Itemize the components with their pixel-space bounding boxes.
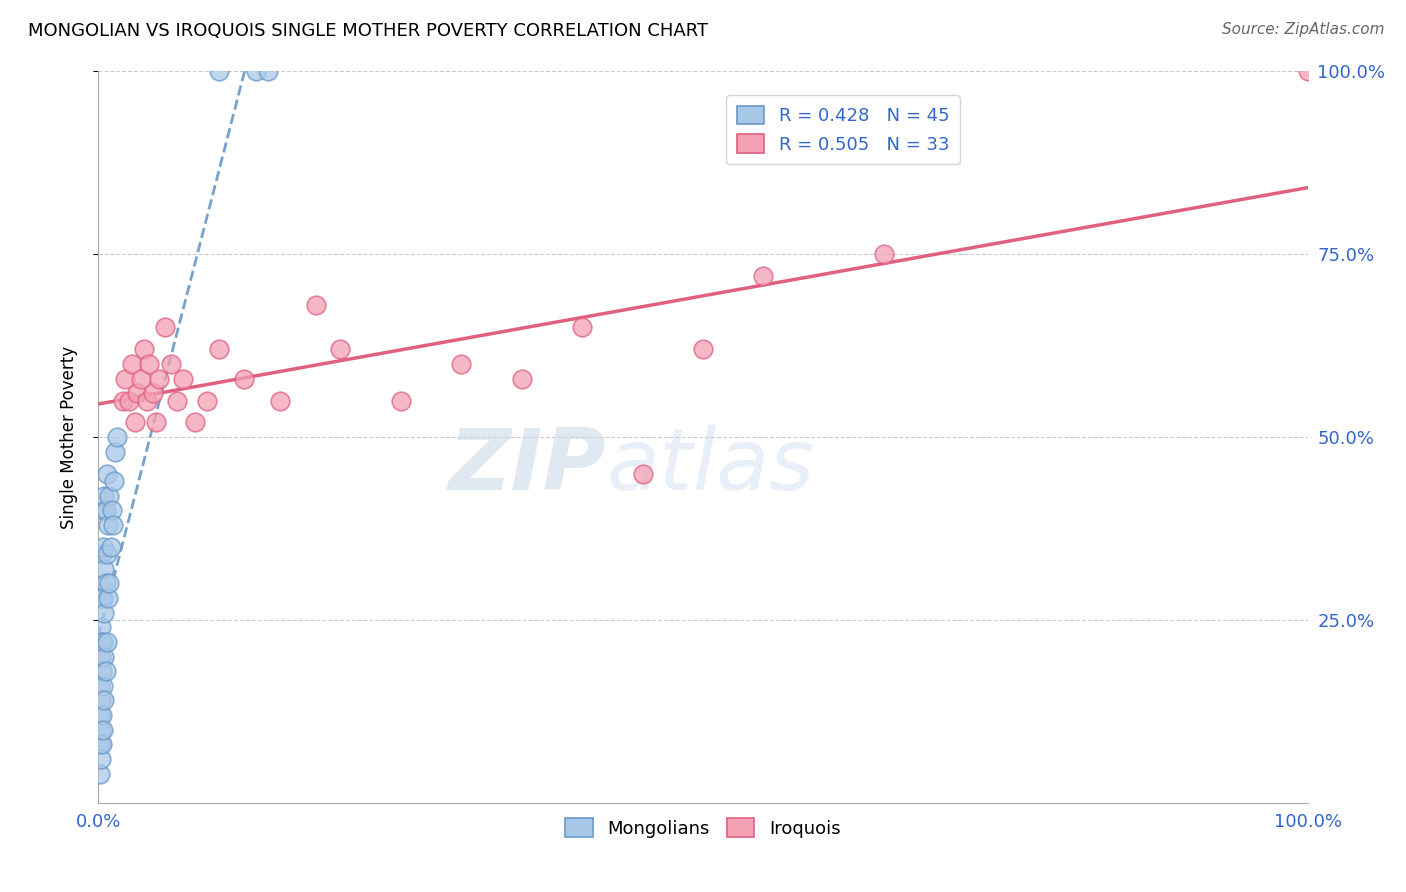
Point — [91, 547, 114, 561]
Point — [329, 343, 352, 357]
Point — [91, 591, 114, 605]
Point — [94, 664, 117, 678]
Point — [692, 343, 714, 357]
Point — [94, 576, 117, 591]
Point — [93, 562, 115, 576]
Point — [195, 393, 218, 408]
Point — [111, 393, 134, 408]
Point — [752, 269, 775, 284]
Point — [138, 357, 160, 371]
Point — [104, 444, 127, 458]
Point — [101, 517, 124, 532]
Point — [91, 635, 114, 649]
Text: atlas: atlas — [606, 425, 814, 508]
Point — [90, 649, 112, 664]
Point — [153, 320, 176, 334]
Point — [148, 371, 170, 385]
Point — [97, 517, 120, 532]
Point — [91, 679, 114, 693]
Point — [96, 635, 118, 649]
Point — [114, 371, 136, 385]
Point — [305, 298, 328, 312]
Point — [97, 591, 120, 605]
Point — [91, 503, 114, 517]
Point — [96, 467, 118, 481]
Point — [105, 430, 128, 444]
Point — [124, 416, 146, 430]
Point — [91, 723, 114, 737]
Point — [134, 343, 156, 357]
Point — [166, 393, 188, 408]
Point — [91, 635, 114, 649]
Point — [98, 489, 121, 503]
Text: Source: ZipAtlas.com: Source: ZipAtlas.com — [1222, 22, 1385, 37]
Point — [98, 576, 121, 591]
Point — [145, 416, 167, 430]
Point — [93, 649, 115, 664]
Point — [91, 540, 114, 554]
Point — [89, 679, 111, 693]
Point — [232, 371, 254, 385]
Point — [93, 606, 115, 620]
Point — [142, 386, 165, 401]
Point — [93, 489, 115, 503]
Point — [118, 393, 141, 408]
Point — [96, 547, 118, 561]
Text: ZIP: ZIP — [449, 425, 606, 508]
Point — [89, 708, 111, 723]
Point — [389, 393, 412, 408]
Point — [172, 371, 194, 385]
Point — [89, 766, 111, 780]
Point — [135, 393, 157, 408]
Point — [245, 64, 267, 78]
Point — [127, 386, 149, 401]
Point — [90, 723, 112, 737]
Point — [93, 693, 115, 707]
Point — [94, 503, 117, 517]
Point — [90, 620, 112, 634]
Point — [1296, 64, 1319, 78]
Point — [91, 708, 114, 723]
Point — [103, 474, 125, 488]
Point — [91, 591, 114, 605]
Point — [571, 320, 593, 334]
Point — [160, 357, 183, 371]
Point — [631, 467, 654, 481]
Point — [510, 371, 533, 385]
Legend: Mongolians, Iroquois: Mongolians, Iroquois — [558, 811, 848, 845]
Point — [121, 357, 143, 371]
Point — [90, 693, 112, 707]
Point — [208, 64, 231, 78]
Point — [90, 752, 112, 766]
Point — [100, 540, 122, 554]
Point — [873, 247, 896, 261]
Text: MONGOLIAN VS IROQUOIS SINGLE MOTHER POVERTY CORRELATION CHART: MONGOLIAN VS IROQUOIS SINGLE MOTHER POVE… — [28, 22, 709, 40]
Point — [91, 664, 114, 678]
Point — [269, 393, 291, 408]
Point — [208, 343, 231, 357]
Point — [450, 357, 472, 371]
Point — [184, 416, 207, 430]
Point — [129, 371, 152, 385]
Point — [100, 503, 122, 517]
Y-axis label: Single Mother Poverty: Single Mother Poverty — [59, 345, 77, 529]
Point — [89, 737, 111, 751]
Point — [91, 737, 114, 751]
Point — [256, 64, 278, 78]
